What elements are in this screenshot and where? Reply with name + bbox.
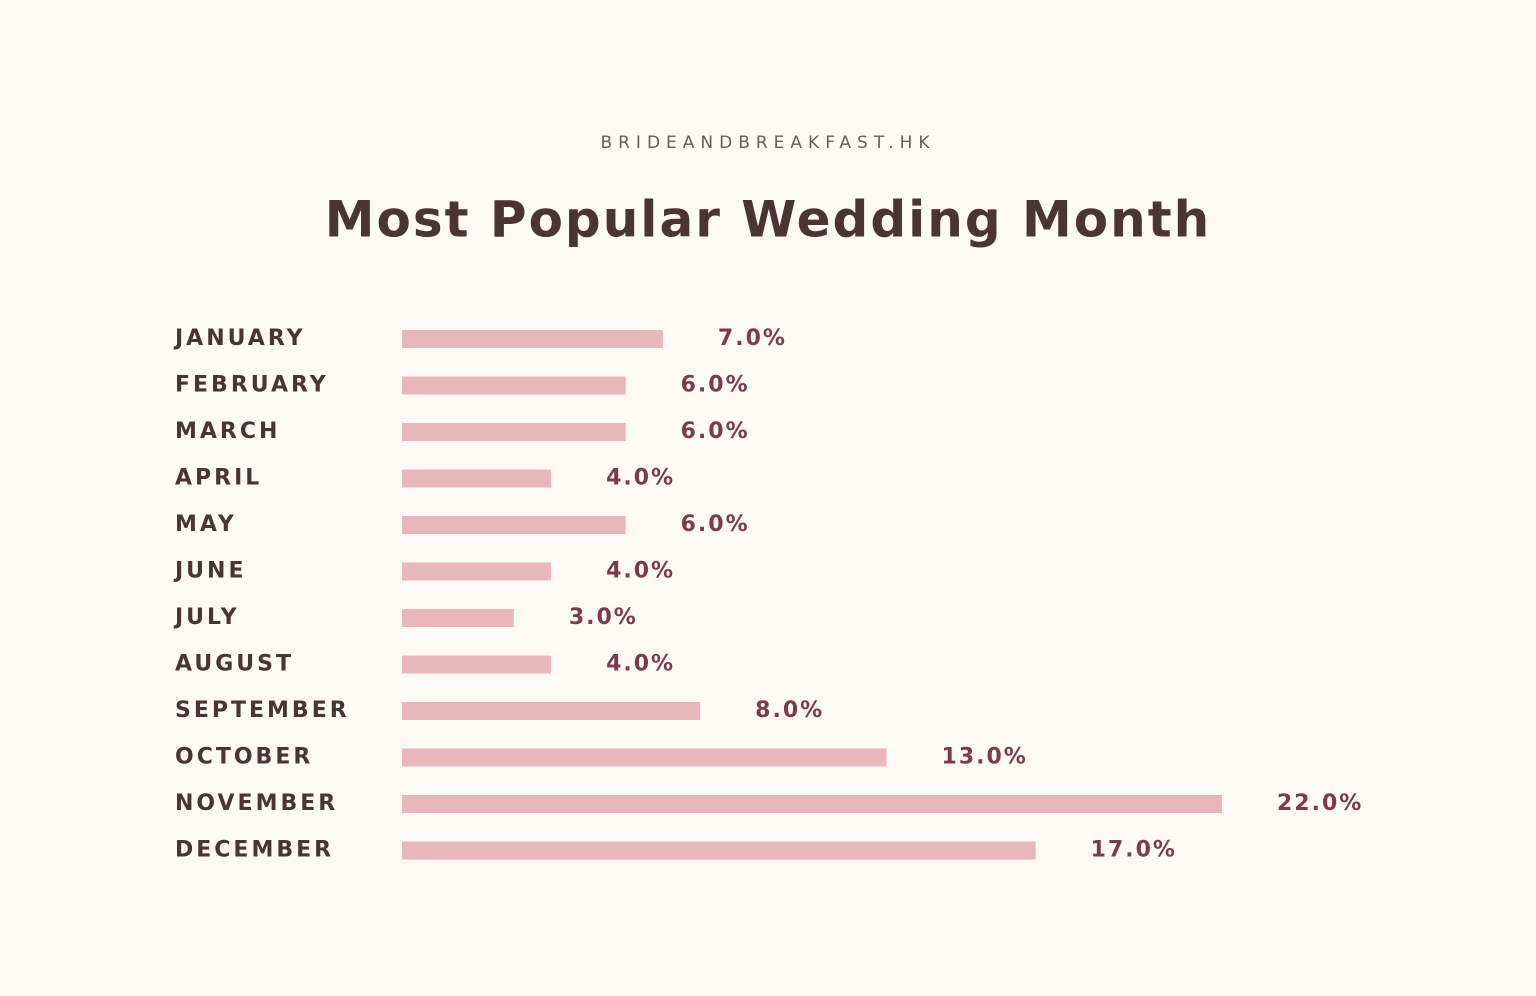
bar [402, 748, 887, 767]
value-label: 7.0% [718, 326, 787, 351]
bar [402, 469, 552, 488]
value-label: 6.0% [681, 419, 750, 444]
value-label: 17.0% [1091, 838, 1177, 863]
bar [402, 702, 701, 720]
value-label: 22.0% [1277, 791, 1363, 816]
chart-title: Most Popular Wedding Month [325, 191, 1212, 249]
bar [402, 330, 663, 348]
category-label: NOVEMBER [175, 791, 338, 816]
category-label: SEPTEMBER [175, 698, 350, 723]
bar [402, 841, 1036, 860]
bar [402, 516, 626, 534]
category-label: FEBRUARY [175, 373, 329, 398]
category-label: JUNE [173, 559, 247, 584]
value-label: 6.0% [681, 373, 750, 398]
bar [402, 376, 626, 395]
value-label: 3.0% [569, 605, 638, 630]
value-label: 4.0% [606, 466, 675, 491]
category-label: MARCH [175, 419, 280, 444]
bar [402, 609, 514, 627]
category-label: JANUARY [173, 326, 306, 351]
value-label: 4.0% [606, 559, 675, 584]
value-label: 13.0% [942, 745, 1028, 770]
value-label: 6.0% [681, 512, 750, 537]
chart-subtitle: BRIDEANDBREAKFAST.HK [600, 133, 935, 153]
category-label: JULY [173, 605, 240, 630]
bar [402, 655, 552, 674]
value-label: 4.0% [606, 652, 675, 677]
category-label: MAY [175, 512, 237, 537]
bar [402, 423, 626, 441]
category-label: OCTOBER [175, 745, 313, 770]
value-label: 8.0% [755, 698, 824, 723]
category-label: DECEMBER [175, 838, 334, 863]
bar [402, 562, 552, 581]
category-label: AUGUST [175, 652, 294, 677]
category-label: APRIL [175, 466, 262, 491]
bar [402, 795, 1222, 813]
